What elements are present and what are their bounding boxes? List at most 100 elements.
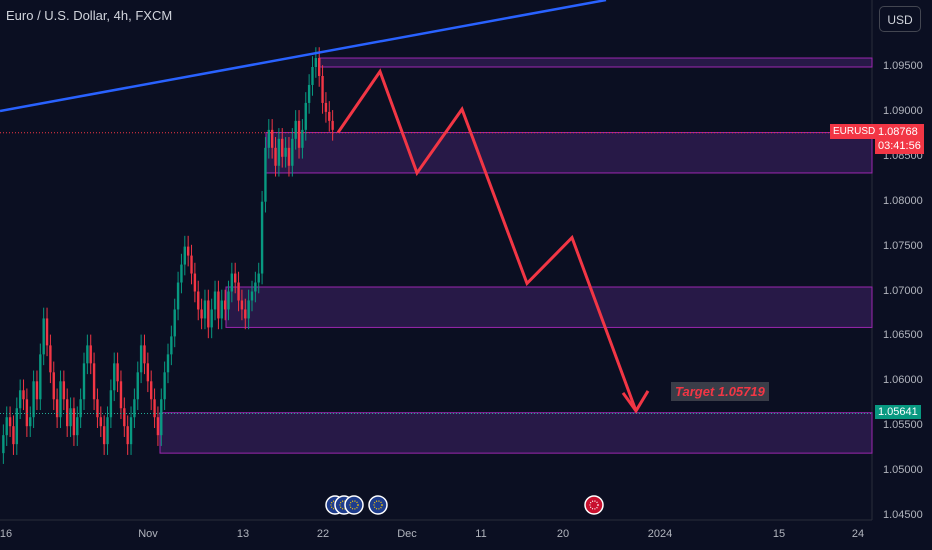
candle-body — [328, 111, 331, 121]
candle-body — [49, 345, 52, 373]
candle-body — [55, 399, 59, 418]
current-price-badge: 1.08768 03:41:56 — [875, 124, 924, 154]
candle-body — [160, 399, 163, 436]
candle-body — [220, 300, 223, 319]
candle-body — [183, 246, 186, 265]
y-tick: 1.06000 — [883, 374, 923, 387]
candle-body — [223, 300, 227, 310]
candle-body — [301, 129, 304, 148]
candle-body — [186, 246, 190, 256]
candle-body — [324, 102, 328, 112]
candle-body — [210, 309, 213, 328]
candle-body — [244, 309, 247, 319]
candle-body — [297, 120, 301, 148]
symbol-label: EURUSD — [830, 124, 879, 139]
candle-body — [25, 399, 29, 427]
x-tick: 20 — [556, 528, 570, 540]
event-marker-detail — [349, 500, 359, 510]
event-marker — [368, 495, 388, 515]
candle-body — [113, 363, 116, 391]
y-tick: 1.04500 — [883, 509, 923, 521]
candle-body — [52, 372, 55, 400]
candle-body — [217, 291, 220, 319]
supply-demand-zone — [159, 412, 873, 454]
candle-body — [170, 336, 173, 355]
event-marker-detail — [373, 500, 383, 510]
candle-body — [82, 363, 86, 400]
arrowhead — [621, 390, 650, 414]
y-tick: 1.05000 — [883, 464, 923, 477]
candle-body — [119, 381, 123, 409]
candle-body — [173, 309, 176, 337]
candle-body — [307, 84, 311, 103]
candle-body — [166, 354, 170, 373]
candle-body — [240, 300, 244, 310]
candle-body — [89, 345, 92, 364]
candle-body — [35, 381, 39, 400]
candle-body — [143, 345, 146, 364]
supply-demand-zone — [225, 286, 873, 328]
candle-body — [76, 417, 79, 436]
candle-body — [96, 399, 99, 418]
x-tick: 15 — [772, 528, 786, 540]
candle-body — [274, 147, 277, 166]
candle-body — [287, 147, 291, 166]
candle-body — [86, 345, 89, 364]
candle-body — [29, 417, 32, 427]
candle-body — [180, 264, 183, 283]
candle-body — [321, 75, 324, 103]
x-tick: Nov — [138, 528, 158, 540]
candle-body — [207, 300, 210, 328]
x-tick: 22 — [316, 528, 330, 540]
x-tick: 24 — [851, 528, 865, 540]
current-price: 1.08768 — [878, 126, 918, 138]
currency-button[interactable]: USD — [879, 6, 921, 32]
candle-body — [62, 381, 66, 400]
candle-body — [294, 120, 297, 139]
candle-body — [156, 417, 160, 436]
candle-body — [331, 120, 334, 130]
candle-body — [59, 381, 62, 418]
candle-body — [311, 67, 314, 85]
candle-body — [150, 381, 153, 400]
x-tick: 11 — [475, 528, 487, 540]
candle-body — [72, 408, 76, 436]
chart-title: Euro / U.S. Dollar, 4h, FXCM — [6, 8, 173, 23]
candle-body — [281, 138, 284, 157]
candle-body — [260, 201, 264, 274]
candle-body — [146, 363, 150, 382]
candle-body — [2, 435, 5, 454]
candle-body — [12, 426, 15, 445]
candle-body — [318, 58, 321, 76]
candle-body — [66, 399, 69, 427]
candle-body — [234, 273, 237, 283]
x-tick: 16 — [0, 528, 13, 540]
candle-body — [139, 345, 143, 373]
candle-body — [267, 129, 270, 148]
candle-body — [116, 363, 119, 382]
candle-body — [92, 363, 96, 400]
candle-body — [227, 291, 230, 310]
candle-body — [18, 390, 22, 409]
candle-body — [270, 129, 274, 148]
candle-body — [5, 417, 8, 436]
candle-body — [129, 417, 133, 445]
candle-body — [190, 255, 193, 274]
y-tick: 1.07500 — [883, 239, 923, 252]
candle-body — [193, 273, 197, 292]
candle-body — [291, 138, 294, 166]
candle-body — [79, 399, 82, 418]
x-tick: Dec — [397, 528, 417, 540]
candle-body — [264, 147, 267, 202]
candle-body — [126, 426, 129, 445]
candle-body — [257, 273, 260, 283]
candle-body — [136, 372, 139, 400]
candle-body — [32, 381, 35, 418]
candle-body — [15, 408, 18, 445]
target-price-badge: 1.05641 — [875, 405, 921, 419]
candle-body — [247, 300, 250, 319]
candle-body — [230, 273, 234, 292]
candle-body — [99, 417, 102, 427]
